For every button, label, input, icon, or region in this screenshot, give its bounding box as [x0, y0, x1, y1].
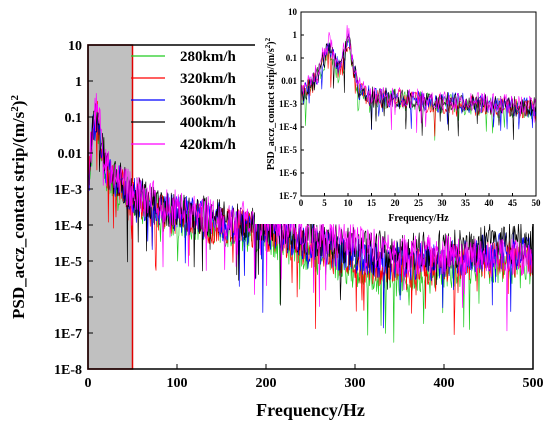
legend-label: 420km/h — [180, 137, 237, 153]
x-tick-label: 40 — [485, 198, 495, 208]
x-tick-label: 25 — [414, 198, 424, 208]
legend-label: 320km/h — [180, 71, 237, 87]
y-tick-label: 0.1 — [65, 111, 83, 126]
x-tick-label: 0 — [299, 198, 304, 208]
y-tick-label: 1E-7 — [279, 191, 298, 201]
x-tick-label: 400 — [434, 376, 455, 391]
inset-background — [255, 2, 547, 224]
y-tick-label: 10 — [68, 39, 82, 54]
inset-y-axis: 1E-7 1E-6 1E-5 1E-4 1E-3 0.01 0.1 1 10 — [279, 7, 304, 201]
y-tick-label: 1E-6 — [54, 291, 82, 306]
main-series-group — [87, 93, 534, 343]
x-tick-label: 500 — [523, 376, 544, 391]
x-tick-label: 10 — [344, 198, 354, 208]
y-tick-label: 0.01 — [281, 76, 297, 86]
inset-series-group — [300, 25, 537, 141]
x-tick-label: 5 — [322, 198, 327, 208]
main-x-axis-title: Frequency/Hz — [256, 400, 365, 420]
y-tick-label: 0.1 — [286, 53, 298, 63]
y-tick-label: 1E-8 — [54, 363, 82, 378]
x-tick-label: 30 — [438, 198, 448, 208]
inset-x-axis: 0 5 10 15 20 25 30 35 40 45 50 — [299, 193, 541, 208]
x-tick-label: 35 — [461, 198, 471, 208]
y-tick-label: 1 — [293, 30, 298, 40]
y-tick-label: 1E-5 — [279, 145, 298, 155]
y-tick-label: 1E-6 — [279, 168, 298, 178]
series-line-360km-h — [300, 31, 537, 131]
x-tick-label: 20 — [391, 198, 401, 208]
main-y-axis-title: PSD_accz_contact strip/(m/s2)2 — [9, 95, 28, 319]
y-tick-label: 1E-3 — [54, 183, 82, 198]
y-tick-label: 0.01 — [58, 147, 83, 162]
y-tick-label: 10 — [288, 7, 298, 17]
legend-label: 360km/h — [180, 93, 237, 109]
x-tick-label: 200 — [256, 376, 277, 391]
legend: 280km/h 320km/h 360km/h 400km/h 420km/h — [131, 49, 237, 153]
series-line-420km-h — [300, 25, 537, 133]
x-tick-label: 0 — [85, 376, 92, 391]
series-line-420km-h — [87, 93, 534, 332]
inset-chart: 0 5 10 15 20 25 30 35 40 45 50 1E-71E-61E-51E-41E-… — [255, 2, 547, 224]
legend-label: 280km/h — [180, 49, 237, 65]
main-x-axis: 0 100 200 300 400 500 — [85, 364, 544, 391]
y-tick-label: 1E-4 — [279, 122, 298, 132]
y-tick-label: 1E-3 — [279, 99, 298, 109]
y-tick-label: 1E-5 — [54, 255, 82, 270]
highlight-region-0-50hz — [87, 44, 134, 370]
x-tick-label: 45 — [508, 198, 518, 208]
x-tick-label: 15 — [367, 198, 377, 208]
legend-label: 400km/h — [180, 115, 237, 131]
inset-x-axis-title: Frequency/Hz — [388, 213, 449, 224]
y-tick-label: 1E-7 — [54, 327, 82, 342]
x-tick-label: 300 — [345, 376, 366, 391]
x-tick-label: 50 — [532, 198, 542, 208]
y-tick-label: 1E-4 — [54, 219, 82, 234]
inset-y-axis-title: PSD_accz_contact strip/(m/s2)2 — [264, 37, 277, 170]
main-y-axis: 1E-8 1E-7 1E-6 1E-5 1E-4 1E-3 0.01 0.1 1 10 — [54, 39, 93, 378]
x-tick-label: 100 — [167, 376, 188, 391]
y-tick-label: 1 — [75, 75, 82, 90]
